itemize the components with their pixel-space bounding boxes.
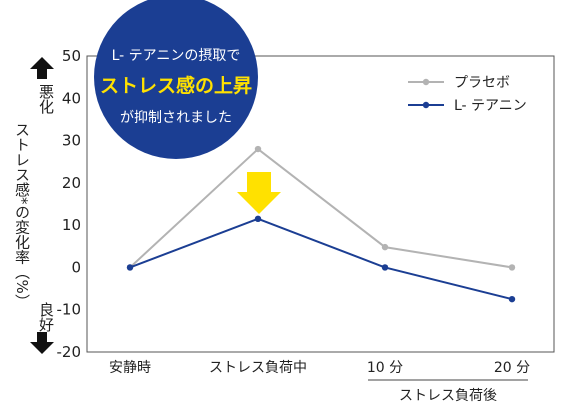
y-tick-labels: 50 40 30 20 10 0 -10 -20: [57, 47, 82, 361]
up-arrow-icon: [30, 57, 54, 79]
y-tick-label: -20: [57, 343, 82, 361]
series-line-1: [129, 217, 513, 301]
annotation-circle: [94, 0, 258, 159]
y-tick-label: 50: [62, 47, 81, 65]
y-axis-title: ストレス感*の変化率（%）: [13, 122, 31, 309]
annotation-line2: ストレス感の上昇: [100, 74, 252, 97]
x-tick-label: 10 分: [367, 360, 403, 376]
legend: プラセボ L- テアニン: [408, 75, 527, 114]
x-tick-label: ストレス負荷中: [209, 360, 307, 376]
annotation-line3: が抑制されました: [120, 110, 232, 126]
x-tick-label: 安静時: [109, 360, 151, 376]
series-point-1-1: [254, 215, 262, 222]
series-point-1-2: [381, 264, 389, 271]
highlight-arrow-icon: [237, 172, 281, 214]
y-tick-label: 10: [62, 216, 81, 234]
y-tick-label: 0: [71, 258, 81, 276]
series-layer: [126, 145, 516, 303]
legend-label-placebo: プラセボ: [454, 75, 510, 91]
x-tick-labels: 安静時 ストレス負荷中 10 分 20 分: [109, 360, 530, 376]
y-tick-label: 40: [62, 89, 81, 107]
series-point-1-3: [508, 295, 516, 303]
series-point-0-1: [254, 145, 262, 153]
x-tick-label: 20 分: [494, 360, 530, 376]
series-point-1-0: [126, 264, 134, 271]
x-group-label: ストレス負荷後: [399, 388, 497, 404]
y-tick-label: 20: [62, 174, 81, 192]
series-point-0-3: [508, 264, 516, 271]
annotation-line1: L- テアニンの摂取で: [112, 48, 241, 64]
y-tick-label: -10: [57, 301, 82, 319]
annotation-bubble: L- テアニンの摂取で ストレス感の上昇 が抑制されました: [94, 0, 258, 159]
legend-marker-placebo: [422, 78, 430, 86]
legend-marker-theanine: [422, 101, 430, 109]
series-point-0-2: [381, 243, 389, 251]
y-direction-top: 悪化: [37, 84, 55, 114]
down-arrow-icon: [30, 332, 54, 354]
y-tick-label: 30: [62, 132, 81, 150]
y-direction-bottom: 良好: [37, 302, 55, 333]
legend-label-theanine: L- テアニン: [454, 98, 527, 114]
series-line-0: [129, 147, 513, 269]
plot-frame: [86, 55, 555, 353]
